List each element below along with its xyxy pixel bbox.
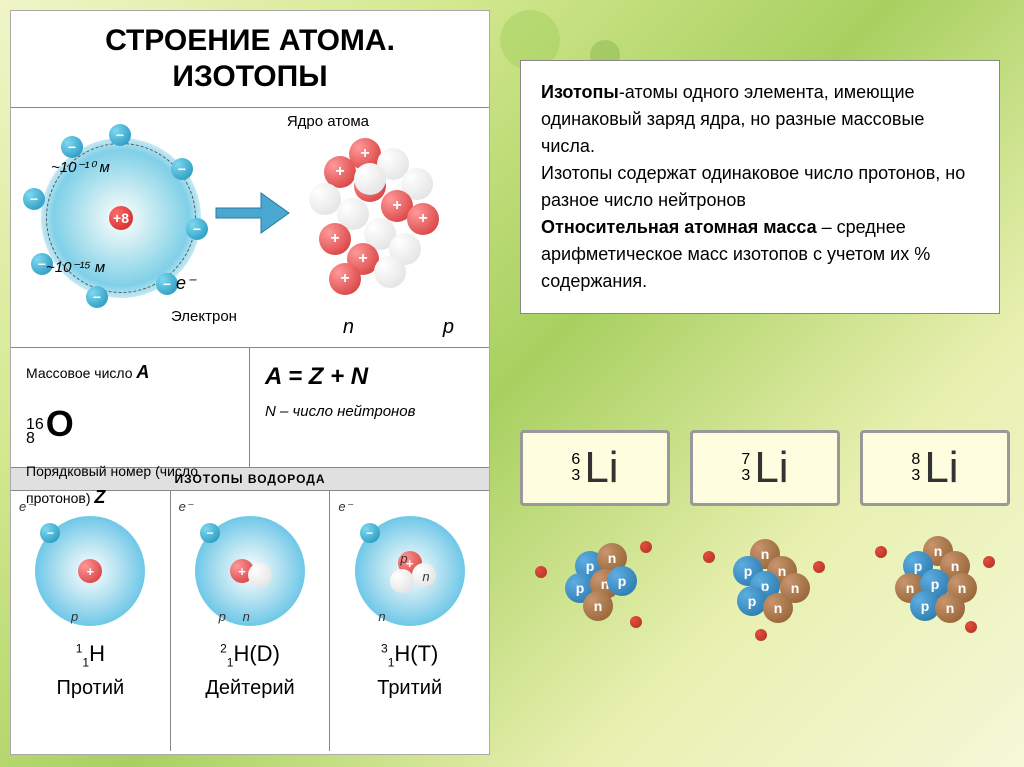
- dim-inner: ~10⁻¹⁵ м: [46, 258, 105, 276]
- dim-outer: ~10⁻¹⁰ м: [51, 158, 110, 176]
- formula-right: A = Z + N N – число нейтронов: [250, 348, 489, 467]
- deuterium: e⁻ + − p n 21H(D) Дейтерий: [171, 491, 331, 751]
- rel-mass-bold: Относительная атомная масса: [541, 217, 817, 237]
- title-line2: ИЗОТОПЫ: [172, 60, 327, 93]
- li-8: 83 Li n p n n p n p n: [860, 430, 1010, 641]
- n-label: n: [343, 316, 354, 339]
- definition-box: Изотопы-атомы одного элемента, имеющие о…: [520, 60, 1000, 314]
- formula-section: Массовое число A 168O Порядковый номер (…: [11, 348, 489, 468]
- tritium: e⁻ + − p n n 31H(T) Тритий: [330, 491, 489, 751]
- left-panel: СТРОЕНИЕ АТОМА.ИЗОТОПЫ +8 − − − − − − − …: [10, 10, 490, 755]
- li-6: 63 Li p n p n p n: [520, 430, 670, 641]
- arrow-icon: [211, 183, 291, 243]
- title-line1: СТРОЕНИЕ АТОМА.: [105, 24, 395, 57]
- electron-sym: e⁻: [176, 273, 196, 294]
- electron-label: Электрон: [171, 308, 237, 325]
- protium: e⁻ + − p 11H Протий: [11, 491, 171, 751]
- isotope-bold: Изотопы: [541, 82, 619, 102]
- hydrogen-isotopes: e⁻ + − p 11H Протий e⁻ + − p n 21H(D) Де…: [11, 491, 489, 751]
- formula-left: Массовое число A 168O Порядковый номер (…: [11, 348, 250, 467]
- atom-diagram-section: +8 − − − − − − − − ~10⁻¹⁰ м ~10⁻¹⁵ м + +…: [11, 108, 489, 348]
- title: СТРОЕНИЕ АТОМА.ИЗОТОПЫ: [11, 11, 489, 108]
- lithium-isotopes: 63 Li p n p n p n 73 Li n p n p n p n: [520, 430, 1010, 641]
- p-label: p: [443, 316, 454, 339]
- nucleus-label: Ядро атома: [287, 113, 369, 130]
- li-7: 73 Li n p n p n p n: [690, 430, 840, 641]
- nucleus-charge: +8: [109, 206, 133, 230]
- nucleus-enlarged: + + + + + + + +: [289, 128, 459, 298]
